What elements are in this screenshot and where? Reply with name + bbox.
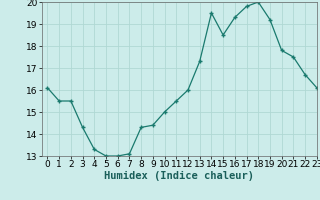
X-axis label: Humidex (Indice chaleur): Humidex (Indice chaleur): [104, 171, 254, 181]
